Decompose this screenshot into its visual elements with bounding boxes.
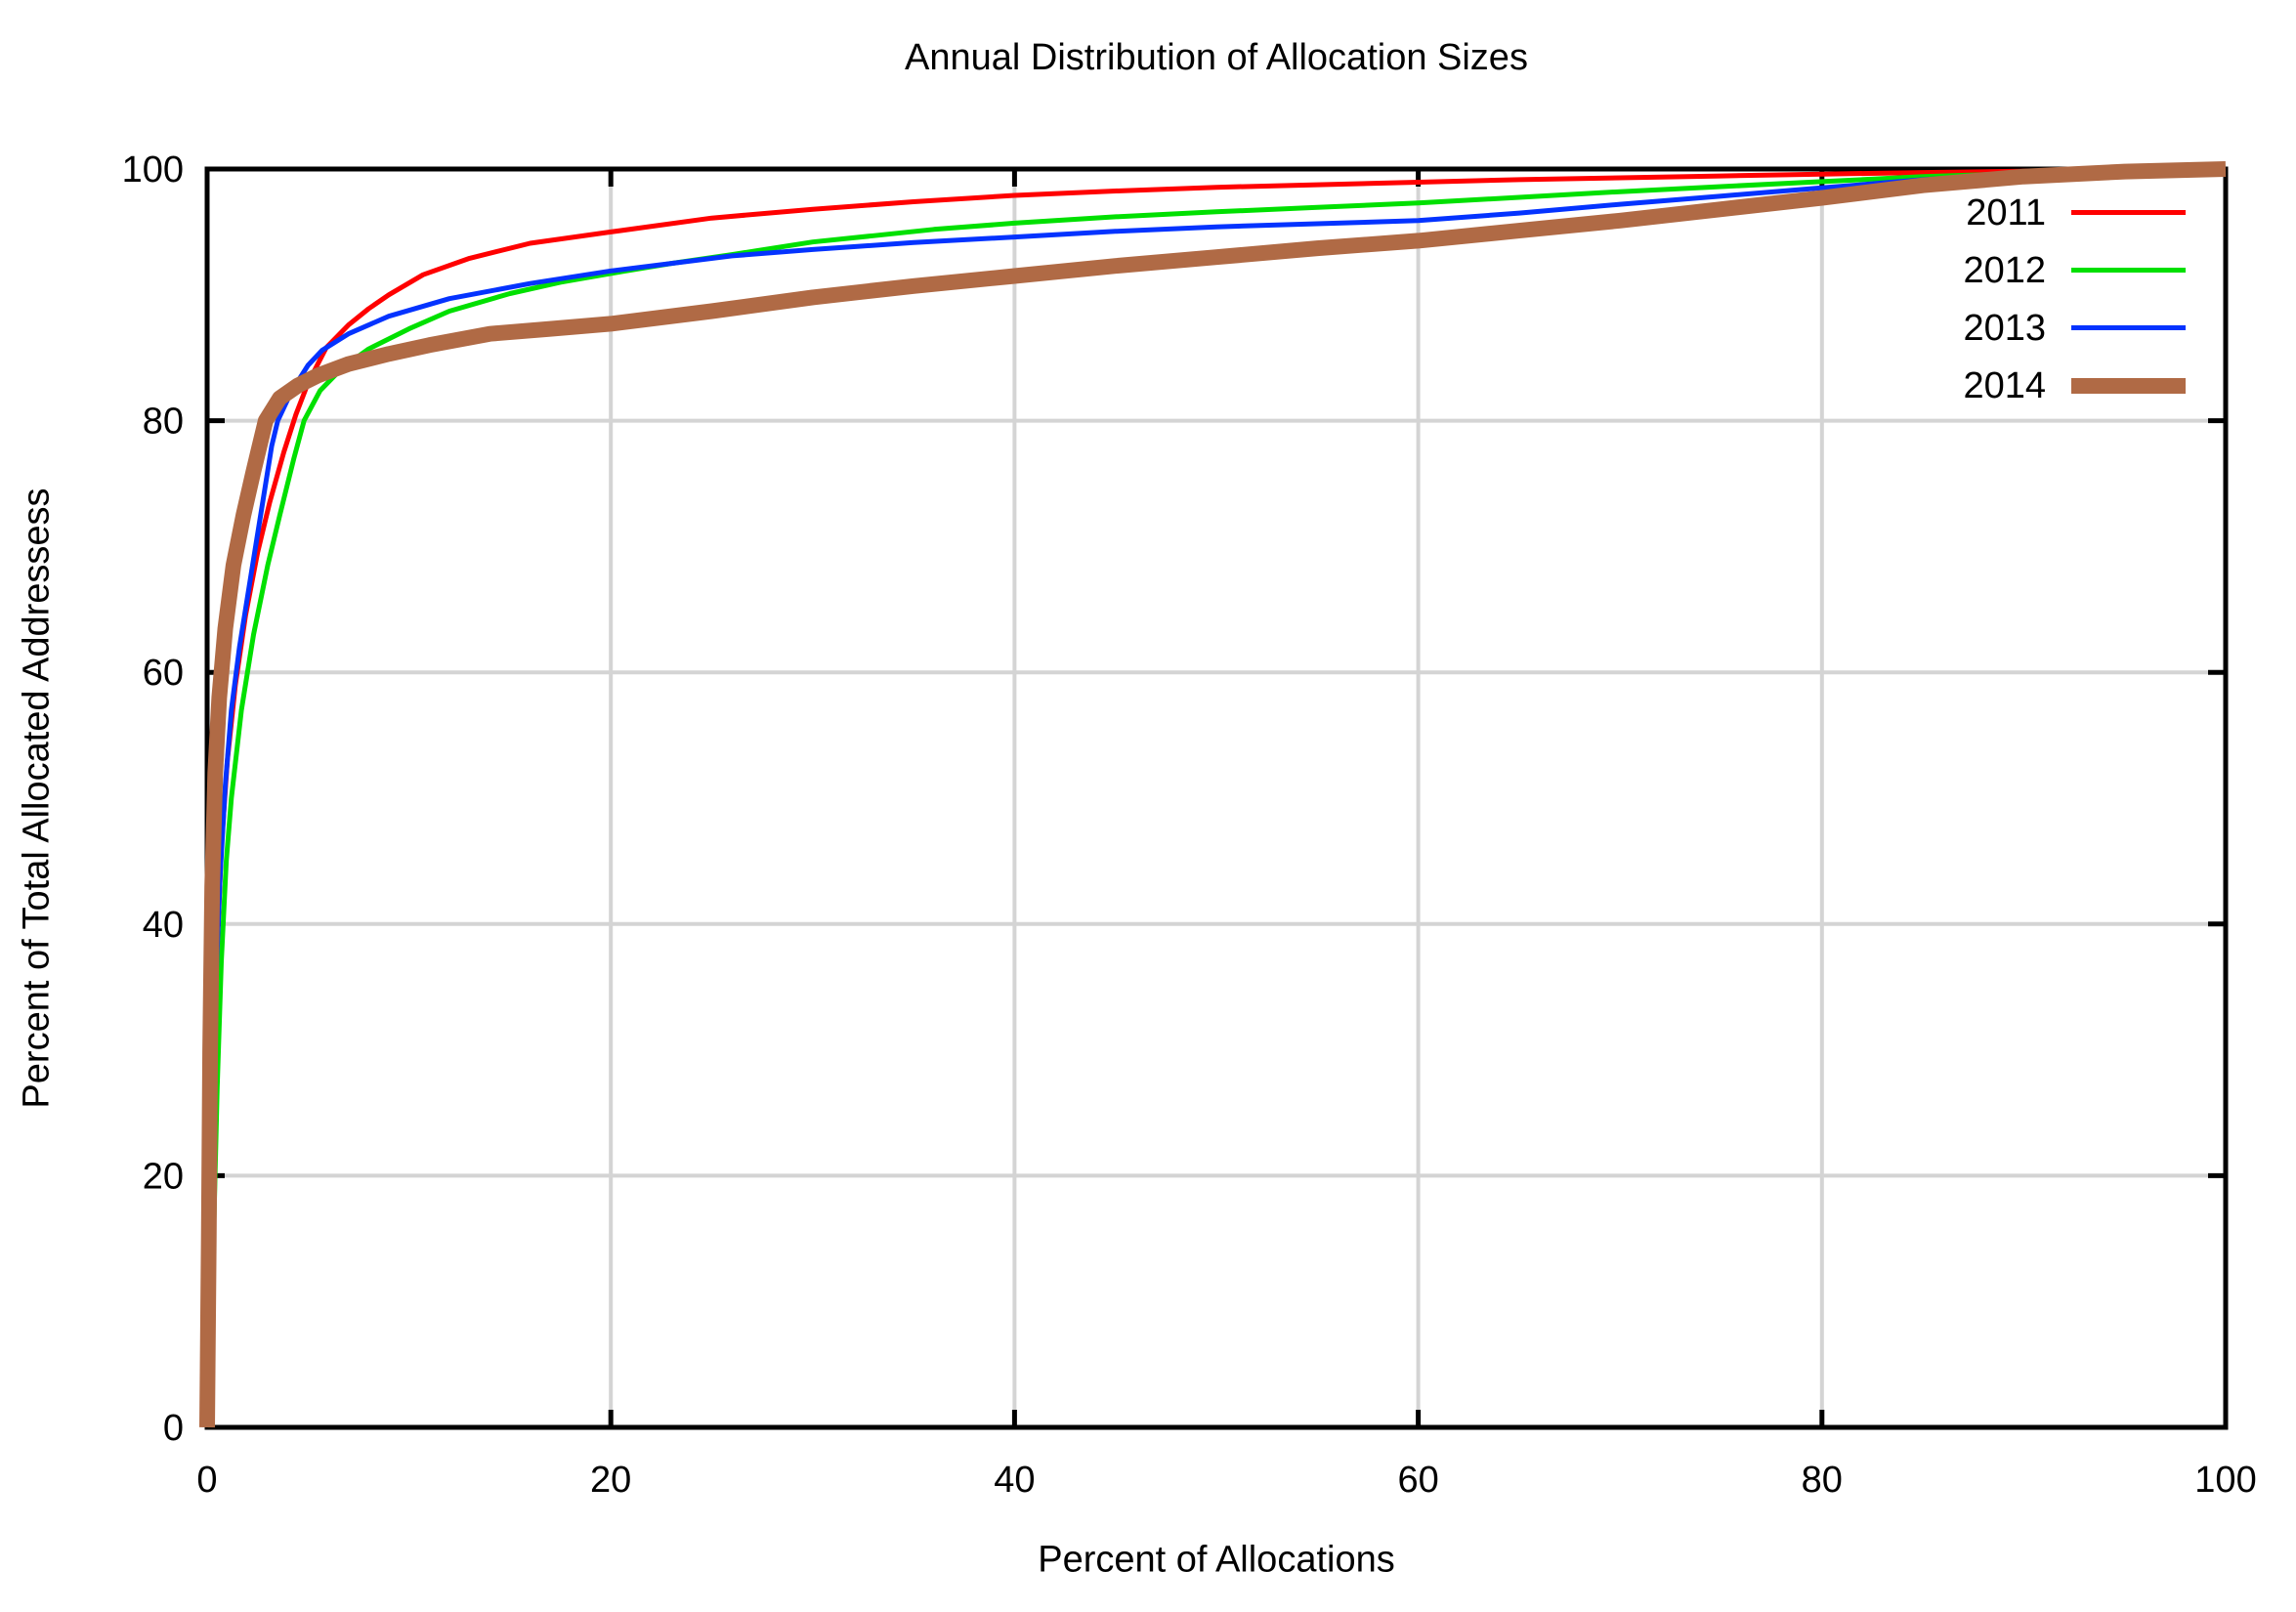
series-line-2012 bbox=[204, 166, 2227, 1428]
x-tick-label: 20 bbox=[590, 1460, 631, 1501]
plot-border bbox=[204, 166, 2229, 1430]
legend-row-2013: 2013 bbox=[1963, 299, 2186, 357]
legend-row-2012: 2012 bbox=[1963, 241, 2186, 299]
legend-row-2014: 2014 bbox=[1963, 357, 2186, 414]
x-tick-label: 40 bbox=[994, 1460, 1035, 1501]
legend-label-2013: 2013 bbox=[1963, 307, 2046, 349]
x-tick-label: 100 bbox=[2194, 1460, 2256, 1501]
chart-title: Annual Distribution of Allocation Sizes bbox=[905, 37, 1528, 78]
x-tick-label: 80 bbox=[1802, 1460, 1843, 1501]
y-axis-label: Percent of Total Allocated Addressess bbox=[16, 488, 58, 1109]
x-axis-label: Percent of Allocations bbox=[1038, 1539, 1395, 1581]
series-line-2011 bbox=[204, 166, 2227, 1428]
legend-label-2014: 2014 bbox=[1963, 364, 2046, 406]
y-tick-label: 100 bbox=[122, 149, 184, 191]
legend-label-2011: 2011 bbox=[1966, 191, 2046, 233]
legend-label-2012: 2012 bbox=[1963, 249, 2046, 291]
legend-line-sample-2012 bbox=[2071, 268, 2186, 273]
legend: 2011 2012 2013 2014 bbox=[1963, 184, 2186, 414]
y-tick-label: 40 bbox=[143, 905, 184, 946]
legend-line-sample-2013 bbox=[2071, 325, 2186, 330]
y-tick-label: 80 bbox=[143, 402, 184, 443]
x-tick-label: 60 bbox=[1397, 1460, 1438, 1501]
x-tick-label: 0 bbox=[196, 1460, 217, 1501]
y-tick-label: 20 bbox=[143, 1156, 184, 1197]
legend-line-sample-2011 bbox=[2071, 210, 2186, 215]
series-line-2014 bbox=[199, 161, 2227, 1428]
legend-row-2011: 2011 bbox=[1963, 184, 2186, 241]
y-tick-label: 0 bbox=[163, 1408, 184, 1449]
y-tick-label: 60 bbox=[143, 653, 184, 694]
series-line-2013 bbox=[204, 166, 2227, 1428]
legend-line-sample-2014 bbox=[2071, 377, 2186, 394]
